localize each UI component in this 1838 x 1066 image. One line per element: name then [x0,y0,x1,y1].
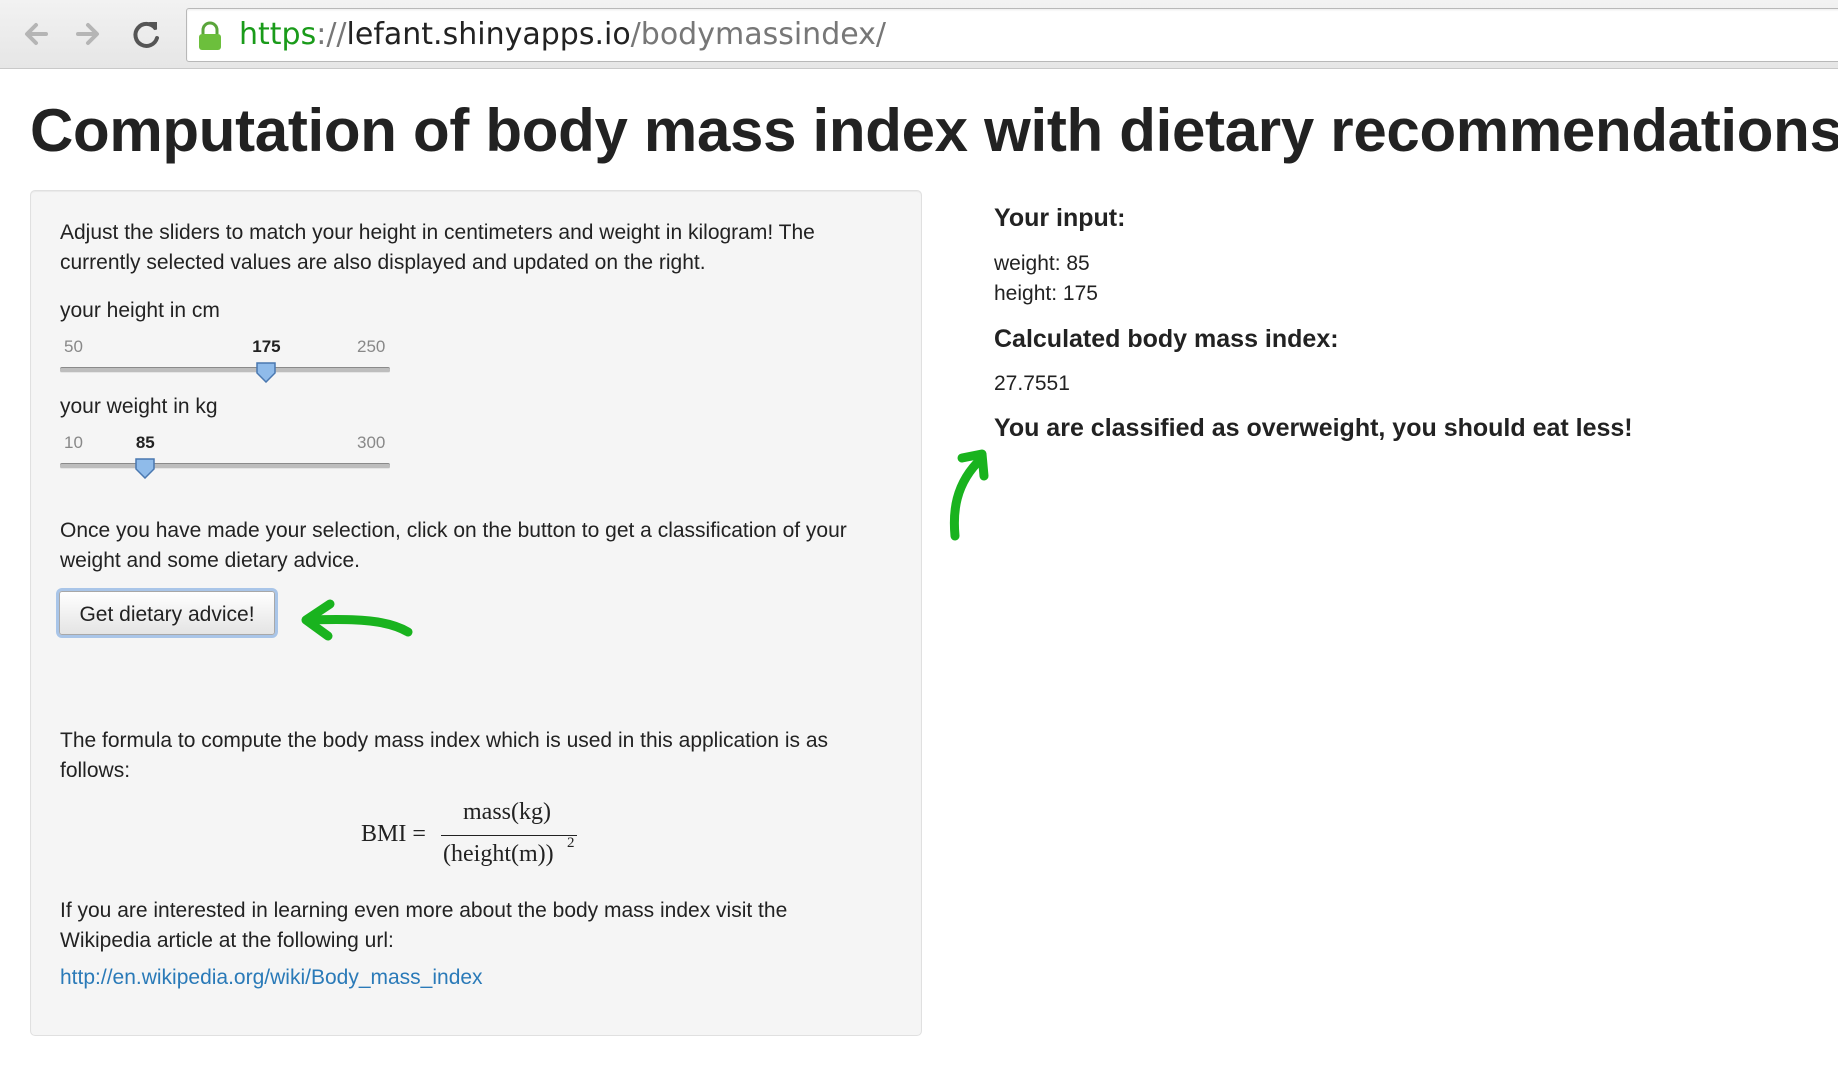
url-scheme: https [239,17,317,52]
height-slider-track[interactable] [60,367,390,373]
bmi-value: 27.7551 [994,372,1070,395]
instructions-text: Once you have made your selection, click… [60,519,847,572]
formula-numerator: mass(kg) [463,799,551,825]
url-text: https://lefant.shinyapps.io/bodymassinde… [239,17,886,53]
height-slider-min: 50 [64,337,83,356]
weight-slider-handle[interactable] [135,457,156,480]
formula-lhs: BMI = [361,821,426,847]
weight-slider-value: 85 [135,433,155,452]
formula-denominator: (height(m)) [443,841,554,867]
weight-slider-min: 10 [64,433,83,452]
formula-exponent: 2 [567,835,575,851]
height-slider-value: 175 [252,337,281,356]
address-bar[interactable]: https://lefant.shinyapps.io/bodymassinde… [186,8,1838,62]
browser-toolbar: https://lefant.shinyapps.io/bodymassinde… [0,0,1838,69]
input-heading: Your input: [994,204,1126,232]
reload-icon[interactable] [126,14,166,54]
forward-arrow-icon[interactable] [68,14,108,54]
url-host: lefant.shinyapps.io [346,17,631,52]
sidebar-panel: Adjust the sliders to match your height … [30,190,922,1036]
weight-output: weight: 85 [994,252,1090,275]
weight-slider-label: your weight in kg [60,395,218,418]
lock-icon [197,21,223,51]
classification-text: You are classified as overweight, you sh… [994,414,1633,442]
height-slider-label: your height in cm [60,299,220,322]
page-title: Computation of body mass index with diet… [30,97,1838,164]
formula-intro-text: The formula to compute the body mass ind… [60,729,829,782]
height-output: height: 175 [994,282,1098,305]
weight-slider-max: 300 [357,433,386,452]
bmi-formula: BMI = mass(kg) (height(m)) 2 [361,799,601,879]
wikipedia-link[interactable]: http://en.wikipedia.org/wiki/Body_mass_i… [60,966,483,989]
get-dietary-advice-button[interactable]: Get dietary advice! [59,591,275,635]
up-arrow-annotation-icon [949,449,989,541]
fraction-bar [441,835,577,836]
url-separator: :// [316,17,347,52]
bmi-heading: Calculated body mass index: [994,325,1339,353]
wikipedia-text: If you are interested in learning even m… [60,899,788,952]
url-path: /bodymassindex/ [630,17,887,52]
height-slider-max: 250 [357,337,386,356]
weight-slider-track[interactable] [60,463,390,469]
left-arrow-annotation-icon [301,599,413,641]
intro-text: Adjust the sliders to match your height … [60,221,815,274]
back-arrow-icon[interactable] [16,14,56,54]
height-slider-handle[interactable] [256,361,276,384]
